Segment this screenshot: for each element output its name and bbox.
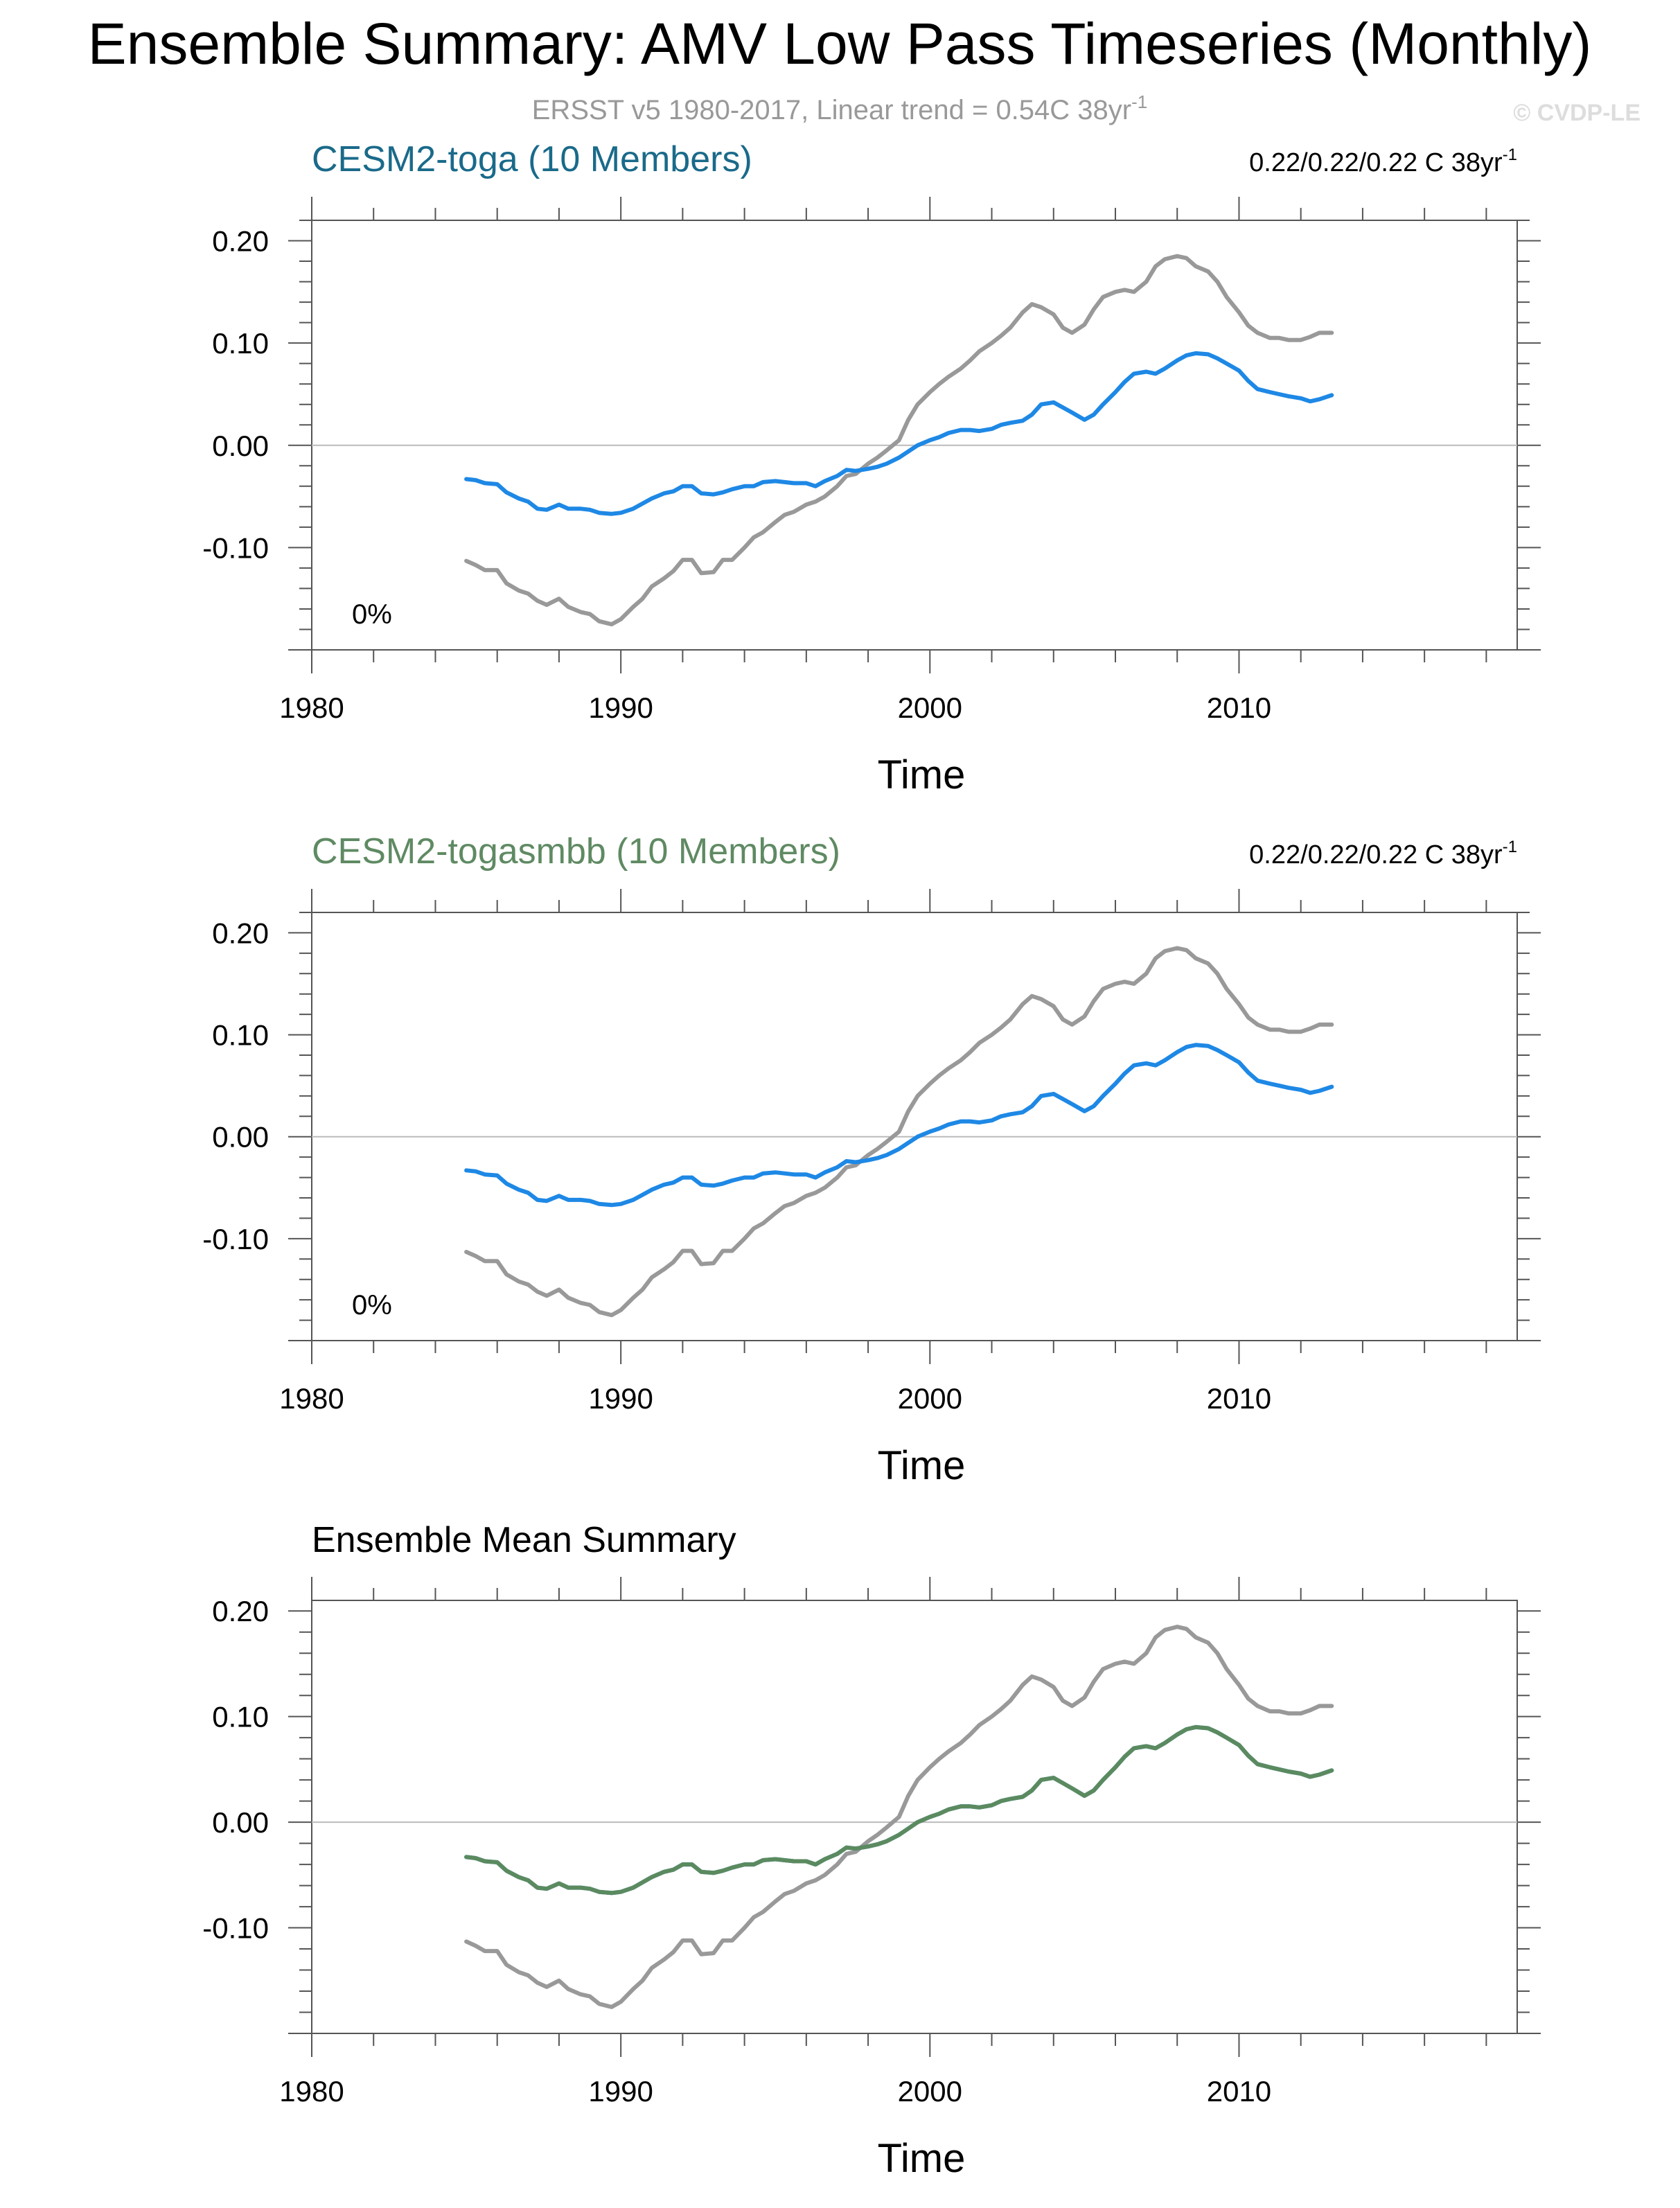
x-tick-label: 2000 <box>898 2075 962 2108</box>
x-tick-label: 1990 <box>588 691 653 724</box>
x-tick-label: 2010 <box>1207 1382 1271 1415</box>
panel-title: CESM2-toga (10 Members) <box>312 139 752 179</box>
series-line-ensemble-mean <box>464 351 1334 516</box>
series-line-ensemble-mean <box>464 1043 1334 1208</box>
y-tick-label: 0.10 <box>212 1019 269 1052</box>
x-tick-label: 1980 <box>279 1382 344 1415</box>
x-axis-label: Time <box>878 2136 966 2181</box>
panel-title: Ensemble Mean Summary <box>312 1520 736 1560</box>
series-line-ersst-v5 <box>464 946 1334 1318</box>
x-axis-label: Time <box>878 1443 966 1488</box>
series-line-ersst-v5 <box>464 254 1334 627</box>
series-line-ersst-v5 <box>464 1625 1334 2009</box>
x-tick-label: 2010 <box>1207 691 1271 724</box>
plot-frame <box>311 912 1518 1341</box>
y-tick-label: 0.00 <box>212 430 269 462</box>
trend-label-text: 0.22/0.22/0.22 C 38yr <box>1249 840 1503 869</box>
copyright-label: © CVDP-LE <box>1513 100 1641 126</box>
subtitle-text: ERSST v5 1980-2017, Linear trend = 0.54C… <box>532 95 1131 125</box>
percent-label: 0% <box>352 599 392 630</box>
trend-label-text: 0.22/0.22/0.22 C 38yr <box>1249 148 1503 177</box>
main-title: Ensemble Summary: AMV Low Pass Timeserie… <box>88 11 1592 76</box>
series-line-cesm2-toga <box>464 1724 1334 1896</box>
x-tick-label: 2000 <box>898 1382 962 1415</box>
trend-label: 0.22/0.22/0.22 C 38yr-1 <box>1249 838 1517 869</box>
x-tick-label: 1990 <box>588 2075 653 2108</box>
y-tick-label: 0.20 <box>212 225 269 258</box>
chart-panel-2: CESM2-togasmbb (10 Members) 0.22/0.22/0.2… <box>202 831 1541 1488</box>
subtitle-superscript: -1 <box>1131 91 1147 112</box>
subtitle: ERSST v5 1980-2017, Linear trend = 0.54C… <box>532 91 1147 125</box>
x-tick-label: 1990 <box>588 1382 653 1415</box>
y-tick-label: 0.00 <box>212 1806 269 1839</box>
y-tick-label: 0.10 <box>212 1701 269 1733</box>
x-tick-label: 1980 <box>279 2075 344 2108</box>
y-tick-label: 0.00 <box>212 1121 269 1154</box>
y-tick-label: -0.10 <box>202 1912 269 1945</box>
x-tick-label: 2010 <box>1207 2075 1271 2108</box>
panel-title: CESM2-togasmbb (10 Members) <box>312 831 840 872</box>
percent-label: 0% <box>352 1290 392 1321</box>
x-axis-label: Time <box>878 752 966 797</box>
y-tick-label: 0.20 <box>212 917 269 949</box>
chart-panel-3: Ensemble Mean Summary 1980 1990 2000 2010 0.2… <box>202 1520 1541 2181</box>
y-tick-label: -0.10 <box>202 1223 269 1255</box>
plot-frame <box>311 220 1518 651</box>
series-line-cesm2-togasmbb <box>464 1724 1334 1896</box>
plot-frame <box>311 1600 1518 2034</box>
trend-label-superscript: -1 <box>1503 145 1517 164</box>
y-tick-label: 0.20 <box>212 1595 269 1627</box>
x-tick-label: 1980 <box>279 691 344 724</box>
y-tick-label: -0.10 <box>202 531 269 564</box>
y-tick-label: 0.10 <box>212 327 269 360</box>
trend-label-superscript: -1 <box>1503 838 1517 856</box>
x-tick-label: 2000 <box>898 691 962 724</box>
trend-label: 0.22/0.22/0.22 C 38yr-1 <box>1249 145 1517 177</box>
chart-panel-1: CESM2-toga (10 Members) 0.22/0.22/0.22 C … <box>202 139 1541 797</box>
